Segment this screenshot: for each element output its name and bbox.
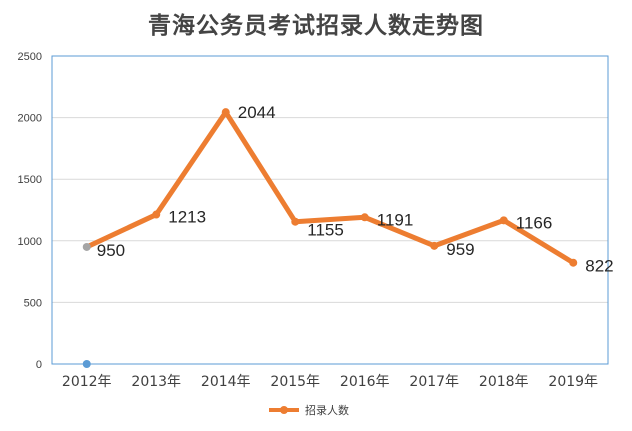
legend-swatch-marker <box>280 406 288 414</box>
y-tick-label-2500: 2500 <box>18 51 42 63</box>
x-tick-label-3: 2014年 <box>201 374 251 390</box>
data-label-7: 1166 <box>516 213 553 232</box>
data-label-6: 959 <box>446 240 474 259</box>
data-point-3 <box>221 108 230 117</box>
data-label-4: 1155 <box>307 221 344 240</box>
data-label-8: 822 <box>585 257 613 276</box>
y-tick-label-1500: 1500 <box>18 174 42 186</box>
data-labels: 950 1213 2044 1155 1191 959 1166 822 <box>97 103 614 276</box>
data-point-6 <box>430 241 439 250</box>
data-point-5 <box>360 213 369 222</box>
data-point-7 <box>499 216 508 225</box>
y-tick-label-2000: 2000 <box>18 113 42 125</box>
data-point-8 <box>569 258 578 267</box>
x-tick-label-2: 2013年 <box>131 374 181 390</box>
data-point-4 <box>291 217 300 226</box>
x-tick-label-6: 2017年 <box>409 374 459 390</box>
zero-marker <box>82 360 91 368</box>
y-tick-label-500: 500 <box>24 297 42 309</box>
grid-lines <box>52 117 608 303</box>
x-axis-ticks: 2012年 2013年 2014年 2015年 2016年 2017年 2018年 2019年 <box>62 374 598 390</box>
x-tick-label-1: 2012年 <box>62 374 112 390</box>
data-label-2: 1213 <box>168 208 206 227</box>
y-tick-label-1000: 1000 <box>18 236 42 248</box>
chart-title: 青海公务员考试招录人数走势图 <box>148 12 484 39</box>
y-tick-label-0: 0 <box>36 359 42 371</box>
data-label-3: 2044 <box>238 103 276 122</box>
x-tick-label-7: 2018年 <box>479 374 529 390</box>
data-point-2 <box>152 210 161 219</box>
x-tick-label-4: 2015年 <box>270 374 320 390</box>
x-tick-label-5: 2016年 <box>340 374 390 390</box>
plot-border <box>51 55 609 365</box>
data-label-5: 1191 <box>377 210 414 229</box>
legend-label: 招录人数 <box>305 403 349 417</box>
series-group <box>82 108 578 368</box>
legend: 招录人数 <box>269 403 349 417</box>
data-label-1: 950 <box>97 241 125 260</box>
x-tick-label-8: 2019年 <box>548 374 598 390</box>
series-line-1 <box>84 109 576 266</box>
y-axis-ticks: 0 500 1000 1500 2000 2500 <box>18 51 42 371</box>
data-point-1 <box>82 242 91 251</box>
